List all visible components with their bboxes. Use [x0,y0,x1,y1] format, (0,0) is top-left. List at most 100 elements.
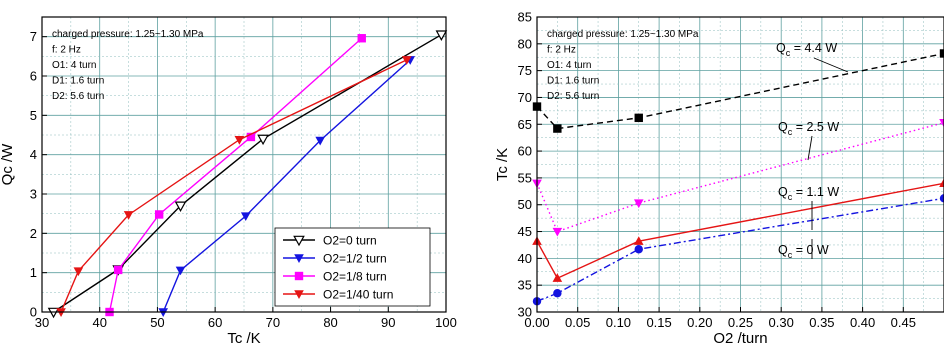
condition-note: D2: 5.6 turn [52,91,104,102]
legend-label: O2=1/8 turn [323,270,387,284]
legend-item: O2=1/8 turn [283,270,387,284]
x-tick-label: 100 [435,315,457,330]
y-tick-label: 2 [30,226,37,241]
x-tick-label: 70 [266,315,280,330]
series-line [536,52,944,130]
x-tick-label: 30 [35,315,49,330]
y-tick-label: 35 [518,278,532,293]
legend: O2=0 turn O2=1/2 turn O2=1/8 turn O2=1/40 t… [274,227,431,307]
y-tick-label: 65 [518,117,532,132]
y-tick-label: 3 [30,187,37,202]
y-tick-label: 30 [518,305,532,320]
data-point [633,199,644,209]
curve-label-subscript: c [788,250,793,260]
curve-label-value: = 4.4 W [790,41,837,55]
x-tick-label: 60 [208,315,222,330]
curve-label-symbol: Q [776,41,786,55]
x-tick-label: 0.40 [850,315,875,330]
series-line [536,121,944,233]
y-tick-label: 45 [518,224,532,239]
data-point [939,49,944,58]
curve-label-symbol: Q [778,243,788,257]
data-point [257,134,269,146]
curve-label-symbol: Q [778,185,788,199]
condition-note: D1: 1.6 turn [547,76,599,87]
condition-note: charged pressure: 1.25~1.30 MPa [52,29,204,40]
x-tick-label: 0.05 [565,315,590,330]
data-point [633,236,644,245]
condition-note: O1: 4 turn [547,60,591,71]
legend-marker [293,235,305,247]
x-tick-label: 0.45 [891,315,916,330]
legend-label: O2=0 turn [323,234,377,248]
y-tick-label: 5 [30,108,37,123]
y-tick-label: 1 [30,265,37,280]
curve-label-value: = 2.5 W [792,120,839,134]
x-tick-label: 0.00 [524,315,549,330]
data-point [174,201,187,213]
data-point [357,34,366,43]
data-point [939,194,944,203]
data-point [401,56,412,65]
data-point [123,211,134,220]
x-axis-label: Tc /K [227,330,260,347]
data-point [939,118,944,128]
x-axis-label: O2 /turn [713,330,767,347]
legend-label: O2=1/40 turn [323,288,393,302]
plot-frame [41,16,447,313]
data-point [113,265,123,275]
legend-marker [294,254,304,263]
condition-note: f: 2 Hz [52,45,81,56]
series-line [536,197,944,302]
x-tick-label: 80 [323,315,337,330]
legend-item: O2=1/2 turn [283,252,387,266]
data-point [435,30,448,41]
y-tick-label: 40 [518,251,532,266]
data-point [634,245,643,254]
data-point [73,267,84,277]
data-point [154,210,164,219]
series-4 [56,56,412,317]
y-tick-label: 80 [518,36,532,51]
condition-note: D2: 5.6 turn [547,91,599,102]
x-tick-label: 0.35 [809,315,834,330]
x-tick-label: 40 [92,315,106,330]
y-tick-label: 85 [518,10,532,25]
legend-marker [294,290,304,299]
y-axis-label: Tc /K [494,148,511,181]
series-2 [158,56,416,317]
y-tick-label: 75 [518,63,532,78]
y-tick-label: 55 [518,170,532,185]
data-point [234,136,245,145]
condition-note: D1: 1.6 turn [52,76,104,87]
legend-label: O2=1/2 turn [323,252,387,266]
legend-item: O2=0 turn [283,234,377,248]
y-tick-label: 0 [30,305,37,320]
series-4 [532,194,944,306]
data-point [158,308,168,317]
x-tick-label: 0.15 [646,315,671,330]
data-point [552,227,563,237]
data-point [246,132,256,142]
y-tick-label: 60 [518,144,532,159]
curve-label-value: = 0 W [792,243,829,257]
curve-label-symbol: Q [778,120,788,134]
data-point [553,124,562,133]
curve-label-pointer [807,135,813,161]
data-point [552,273,563,282]
y-tick-label: 7 [30,29,37,44]
condition-note: O1: 4 turn [52,60,96,71]
legend-item: O2=1/40 turn [283,288,393,302]
data-point [634,113,643,123]
data-point [56,308,66,317]
y-tick-label: 4 [30,147,37,162]
condition-note: f: 2 Hz [547,45,576,56]
grid [536,16,944,313]
curve-label: Qc = 4.4 W [776,41,837,58]
y-tick-label: 70 [518,90,532,105]
y-tick-label: 50 [518,197,532,212]
condition-note: charged pressure: 1.25~1.30 MPa [547,29,699,40]
legend-marker [294,271,304,281]
curve-label-value: = 1.1 W [792,185,839,199]
